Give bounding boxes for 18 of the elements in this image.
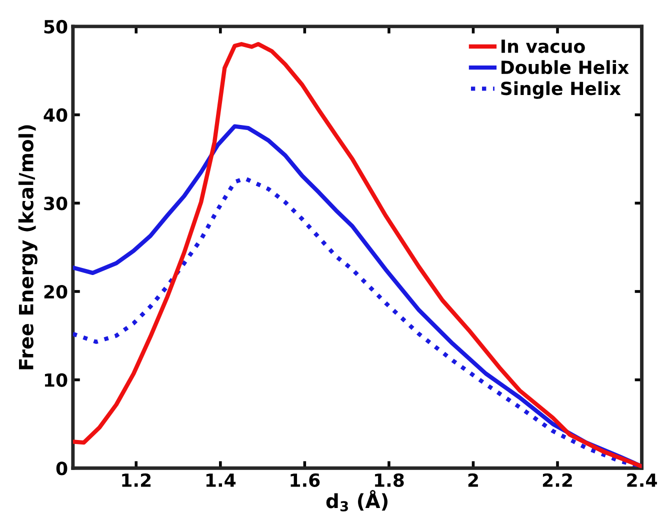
x-tick-label: 1.2 [122, 473, 151, 487]
x-tick-label: 1.4 [206, 474, 236, 487]
y-tick-label: 0 [56, 462, 68, 476]
y-tick-label: 50 [44, 20, 68, 34]
legend-label: In vacuo [502, 40, 585, 54]
x-axis-title: d$_{3}$ (Å) [326, 490, 388, 512]
x-tick-label: 1.8 [375, 473, 404, 487]
x-tick-label: 2.4 [627, 473, 657, 487]
y-tick-label: 30 [44, 196, 68, 210]
x-tick-label: 1.6 [290, 473, 320, 487]
legend-label: Single Helix [501, 81, 621, 99]
legend-label: Double Helix [502, 60, 629, 74]
y-tick-label: 20 [44, 284, 68, 299]
y-tick-label: 40 [44, 108, 68, 122]
x-tick-label: 2.2 [542, 473, 572, 487]
y-tick-label: 10 [44, 373, 68, 387]
x-tick-label: 2 [468, 473, 478, 487]
y-axis-title: Free Energy (kcal/mol) [18, 125, 38, 370]
